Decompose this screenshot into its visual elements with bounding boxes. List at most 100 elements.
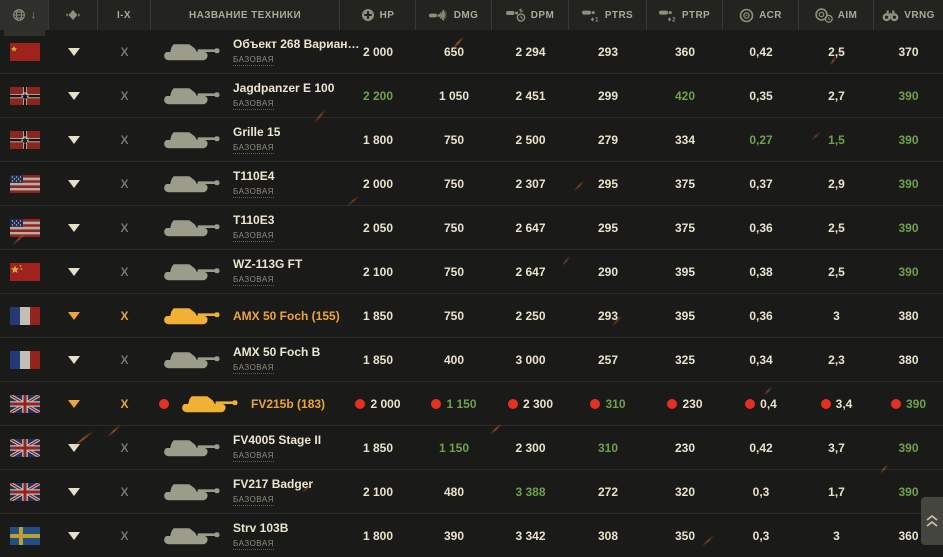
stat-value: 650 [443, 44, 465, 59]
table-row[interactable]: X AMX 50 Foch (155) 1 850 750 2 250 293 395 0,3… [0, 293, 943, 337]
column-header-aim[interactable]: AIM [799, 0, 874, 30]
configuration-label: БАЗОВАЯ [233, 495, 274, 506]
stat-value: 375 [674, 176, 696, 191]
tier-cell: X [120, 44, 129, 59]
vehicle-name-cell[interactable]: FV4005 Stage II БАЗОВАЯ [151, 426, 340, 469]
stat-cell: 3 388 [492, 470, 569, 513]
collapse-toggle[interactable] [49, 338, 98, 381]
vehicle-name: FV217 Badger [233, 477, 314, 491]
stat-cell: 0,3 [723, 514, 799, 557]
vehicle-name-cell[interactable]: Strv 103B БАЗОВАЯ [151, 514, 340, 557]
tank-silhouette-icon [159, 304, 225, 328]
column-header-hp[interactable]: HP [340, 0, 416, 30]
flag-germany-icon [9, 130, 40, 149]
column-header-ptrp[interactable]: 2 PTRP [647, 0, 723, 30]
stat-value: 0,27 [749, 132, 773, 147]
stat-value: 1 800 [362, 528, 394, 543]
column-header-vrng[interactable]: VRNG [874, 0, 943, 30]
table-row[interactable]: X Jagdpanzer E 100 БАЗОВАЯ 2 200 1 050 2 451 2… [0, 73, 943, 117]
scroll-top-button[interactable] [921, 497, 943, 545]
collapse-toggle[interactable] [49, 382, 98, 425]
alert-dot-icon [507, 398, 518, 409]
table-row[interactable]: X FV215b (183) 2 000 1 150 2 300 310 230 0,4 3,4… [0, 381, 943, 425]
stat-cell: 2 000 [340, 162, 416, 205]
vehicle-name-cell[interactable]: Jagdpanzer E 100 БАЗОВАЯ [151, 74, 340, 117]
column-header-label: HP [379, 9, 395, 21]
stat-value: 3,7 [828, 440, 845, 455]
alert-dot-icon [431, 398, 442, 409]
column-header-label: PTRP [681, 9, 711, 21]
stat-cell: 325 [647, 338, 723, 381]
column-header-label: ACR [759, 9, 782, 21]
stat-cell: 295 [569, 206, 647, 249]
alert-dot-icon [820, 398, 831, 409]
table-row[interactable]: X T110E3 БАЗОВАЯ 2 050 750 2 647 295 375 0,36 2,5… [0, 205, 943, 249]
column-header-ptrs[interactable]: 1 PTRS [569, 0, 647, 30]
stat-cell: 0,42 [723, 426, 799, 469]
stat-value: 390 [898, 220, 919, 235]
column-header-dpm[interactable]: DPM [492, 0, 569, 30]
table-row[interactable]: X T110E4 БАЗОВАЯ 2 000 750 2 307 295 375 0,37 2,9… [0, 161, 943, 205]
column-header-acr[interactable]: ACR [723, 0, 799, 30]
stat-value: 1,7 [828, 484, 845, 499]
tank-silhouette-icon [159, 40, 225, 64]
collapse-toggle[interactable] [49, 118, 98, 161]
vehicle-name: AMX 50 Foch B [233, 345, 321, 359]
triangle-down-icon [67, 355, 80, 364]
vehicle-name-cell[interactable]: Grille 15 БАЗОВАЯ [151, 118, 340, 161]
collapse-toggle[interactable] [49, 30, 98, 73]
stat-cell: 1 150 [416, 426, 492, 469]
stat-cell: 272 [569, 470, 647, 513]
table-row[interactable]: X Grille 15 БАЗОВАЯ 1 800 750 2 500 279 334 0,27… [0, 117, 943, 161]
stat-cell: 0,3 [723, 470, 799, 513]
alert-dot-icon [745, 398, 756, 409]
table-row[interactable]: X FV217 Badger БАЗОВАЯ 2 100 480 3 388 272 320 0… [0, 469, 943, 513]
column-header-class[interactable] [49, 0, 98, 30]
stat-cell: 750 [416, 206, 492, 249]
stat-cell: 2 100 [340, 250, 416, 293]
stat-value: 0,38 [749, 264, 773, 279]
stat-value: 750 [443, 220, 465, 235]
column-header-dmg[interactable]: DMG [416, 0, 492, 30]
vehicle-name-cell[interactable]: FV217 Badger БАЗОВАЯ [151, 470, 340, 513]
vehicle-name-cell[interactable]: T110E3 БАЗОВАЯ [151, 206, 340, 249]
column-header-tier[interactable]: I-X [98, 0, 151, 30]
vehicle-name-cell[interactable]: AMX 50 Foch (155) [151, 294, 340, 337]
stat-cell: 360 [874, 514, 943, 557]
stat-cell: 2 250 [492, 294, 569, 337]
stat-value: 390 [905, 396, 927, 411]
column-header-nation[interactable]: ↓ [0, 0, 49, 30]
stat-value: 2,5 [828, 44, 845, 59]
collapse-toggle[interactable] [49, 294, 98, 337]
vehicle-name-cell[interactable]: T110E4 БАЗОВАЯ [151, 162, 340, 205]
table-row[interactable]: X Strv 103B БАЗОВАЯ 1 800 390 3 342 308 350 0,3 3… [0, 513, 943, 557]
table-row[interactable]: X FV4005 Stage II БАЗОВАЯ 1 850 1 150 2 300 31… [0, 425, 943, 469]
collapse-toggle[interactable] [49, 514, 98, 557]
stat-value: 2 100 [362, 484, 394, 499]
triangle-down-icon [67, 91, 80, 100]
table-row[interactable]: X Объект 268 Вариан… БАЗОВАЯ 2 000 650 2 294 2… [0, 30, 943, 73]
stat-value: 2 050 [362, 220, 394, 235]
flag-sweden-icon [9, 526, 40, 545]
vehicle-name: WZ-113G FT [233, 257, 303, 271]
collapse-toggle[interactable] [49, 426, 98, 469]
tier-cell: X [120, 484, 129, 499]
stat-value: 2,3 [828, 352, 845, 367]
collapse-toggle[interactable] [49, 162, 98, 205]
configuration-label: БАЗОВАЯ [233, 187, 274, 198]
vehicle-name-cell[interactable]: WZ-113G FT БАЗОВАЯ [151, 250, 340, 293]
collapse-toggle[interactable] [49, 74, 98, 117]
vehicle-name-cell[interactable]: Объект 268 Вариан… БАЗОВАЯ [151, 30, 360, 73]
vehicle-name-cell[interactable]: FV215b (183) [151, 382, 340, 425]
vehicle-name-cell[interactable]: AMX 50 Foch B БАЗОВАЯ [151, 338, 340, 381]
stat-value: 2 000 [362, 44, 394, 59]
stat-value: 295 [597, 220, 619, 235]
table-row[interactable]: X AMX 50 Foch B БАЗОВАЯ 1 850 400 3 000 257 325… [0, 337, 943, 381]
collapse-toggle[interactable] [49, 470, 98, 513]
collapse-toggle[interactable] [49, 206, 98, 249]
column-header-name[interactable]: НАЗВАНИЕ ТЕХНИКИ [151, 0, 340, 30]
stat-value: 2,9 [828, 176, 845, 191]
stat-cell: 375 [647, 162, 723, 205]
collapse-toggle[interactable] [49, 250, 98, 293]
table-row[interactable]: X WZ-113G FT БАЗОВАЯ 2 100 750 2 647 290 395 0,3… [0, 249, 943, 293]
